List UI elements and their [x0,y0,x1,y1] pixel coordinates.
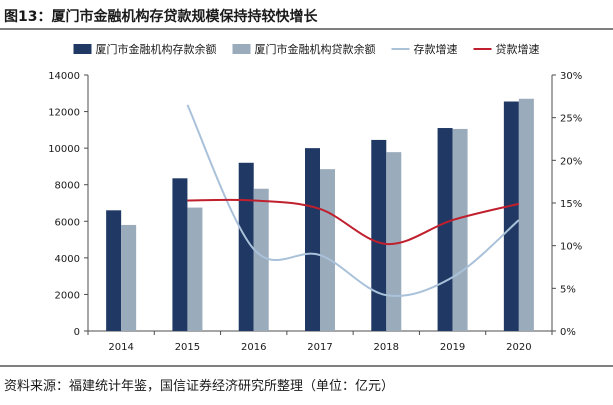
y2-tick-label: 20% [560,156,582,167]
x-tick-label: 2015 [175,342,200,353]
deposit-bar [238,162,254,331]
y2-tick-label: 15% [560,199,582,210]
y-tick-label: 0 [74,327,80,338]
y-tick-label: 14000 [48,71,80,82]
y-tick-label: 8000 [55,181,80,192]
y-tick-label: 6000 [55,217,80,228]
source-note: 资料来源：福建统计年鉴，国信证券经济研究所整理（单位：亿元） [4,379,395,394]
x-tick-label: 2016 [241,342,266,353]
loan-bar [253,188,269,331]
deposit-bar [437,128,453,331]
deposit-bar [305,148,320,331]
y2-tick-label: 10% [560,242,582,253]
y-tick-label: 2000 [55,290,80,301]
legend-swatch [73,44,92,54]
y-tick-label: 10000 [48,144,80,155]
x-tick-label: 2019 [440,342,465,353]
y2-tick-label: 0% [560,327,576,338]
y2-tick-label: 30% [560,71,582,82]
figure-title: 图13：厦门市金融机构存贷款规模保持持较快增长 [4,9,318,25]
loan-growth-line [187,198,520,245]
loan-bar [452,128,468,331]
deposit-growth-line [186,104,520,297]
x-tick-label: 2020 [506,342,531,353]
deposit-bar [371,139,387,331]
legend-label: 贷款增速 [496,42,540,56]
loan-bar [320,169,335,331]
x-tick-label: 2018 [374,342,399,353]
y-tick-label: 12000 [48,108,80,119]
loan-bar [518,98,534,332]
legend-label: 存款增速 [414,42,458,56]
loan-bar [121,224,137,331]
y2-tick-label: 25% [560,114,582,125]
legend-label: 厦门市金融机构贷款余额 [255,42,376,56]
legend-swatch [232,44,251,54]
loan-bar [386,152,402,331]
deposit-bar [172,178,188,331]
x-tick-label: 2014 [108,342,133,353]
x-tick-label: 2017 [307,342,332,353]
y2-tick-label: 5% [560,284,576,295]
loan-bar [187,207,203,331]
source-divider [0,365,613,367]
title-divider [0,28,613,30]
deposit-bar [503,101,519,331]
y-tick-label: 4000 [55,254,80,265]
legend-label: 厦门市金融机构存款余额 [96,42,217,56]
deposit-bar [106,210,122,331]
